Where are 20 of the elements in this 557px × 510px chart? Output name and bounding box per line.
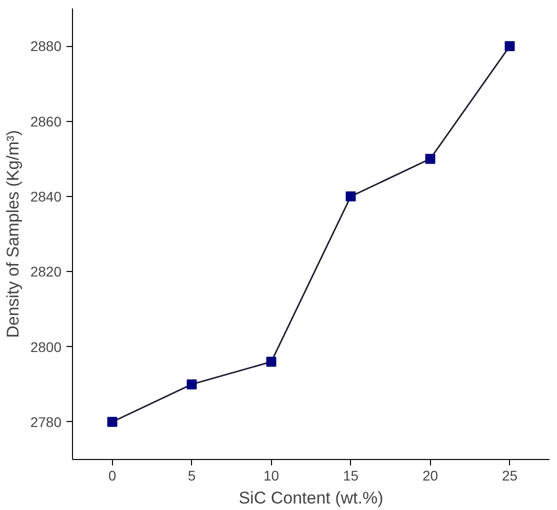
y-axis-title: Density of Samples (Kg/m³) <box>3 130 22 338</box>
point <box>346 191 356 202</box>
x-tick-label: 20 <box>422 468 438 484</box>
x-tick-label: 0 <box>108 468 116 484</box>
point <box>504 41 515 52</box>
point <box>266 356 276 367</box>
x-tick-label: 5 <box>188 468 196 484</box>
y-tick-label: 2880 <box>30 38 62 54</box>
y-tick-label: 2820 <box>30 264 62 280</box>
point <box>425 154 436 164</box>
x-axis-title: SiC Content (wt.%) <box>238 488 384 508</box>
y-tick-label: 2800 <box>30 338 62 355</box>
x-tick-label: 10 <box>263 468 280 484</box>
y-tick-label: 2860 <box>30 113 62 130</box>
point <box>107 416 118 427</box>
x-tick-label: 25 <box>502 468 518 484</box>
point <box>186 379 197 390</box>
y-tick-label: 2780 <box>30 414 62 430</box>
y-tick-label: 2840 <box>30 188 62 204</box>
x-tick-label: 15 <box>342 468 359 484</box>
